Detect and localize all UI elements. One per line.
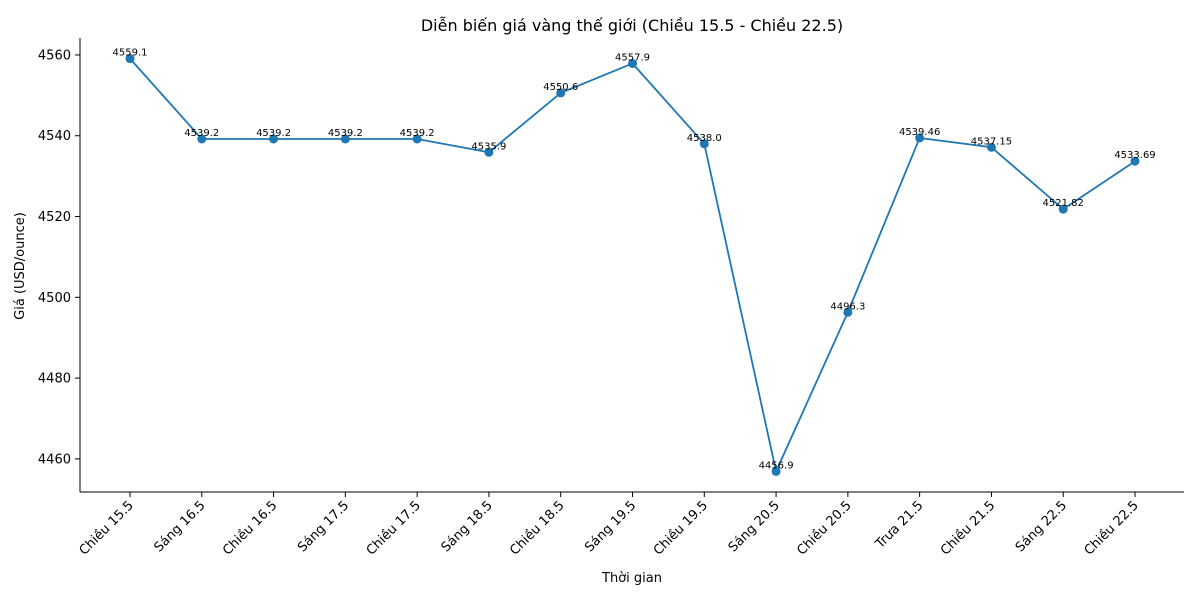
data-label: 4533.69 xyxy=(1114,150,1155,161)
x-tick-label: Sáng 22.5 xyxy=(1013,498,1070,555)
data-point xyxy=(699,139,709,149)
data-label: 4521.82 xyxy=(1043,198,1084,209)
data-label: 4539.2 xyxy=(256,128,291,139)
x-tick-label: Chiều 21.5 xyxy=(938,498,998,558)
x-ticks: Chiều 15.5 Sáng 16.5 Chiều 16.5 Sáng 17.5 Ch… xyxy=(77,492,1142,559)
x-tick-label: Sáng 16.5 xyxy=(151,498,208,555)
data-point xyxy=(340,134,350,144)
x-tick-label: Sáng 17.5 xyxy=(295,498,352,555)
data-label: 4539.2 xyxy=(328,128,363,139)
y-tick-label: 4540 xyxy=(38,129,71,144)
x-tick-label: Chiều 16.5 xyxy=(220,498,280,558)
data-label: 4538.0 xyxy=(687,133,722,144)
data-label: 4537.15 xyxy=(971,136,1012,147)
data-label: 4539.46 xyxy=(899,127,940,138)
data-point xyxy=(915,133,925,143)
x-tick-label: Chiều 15.5 xyxy=(77,498,137,558)
data-label: 4496.3 xyxy=(830,301,865,312)
data-point xyxy=(628,58,637,68)
axes xyxy=(79,38,1184,493)
x-tick-label: Sáng 18.5 xyxy=(439,498,496,555)
data-point xyxy=(1130,156,1140,166)
x-tick-label: Chiều 20.5 xyxy=(794,498,854,558)
x-tick-label: Sáng 19.5 xyxy=(582,498,639,555)
y-ticks: 4460 4480 4500 4520 4540 4560 xyxy=(38,48,80,467)
x-tick-label: Chiều 17.5 xyxy=(364,498,424,558)
data-point xyxy=(412,134,422,144)
x-tick-label: Chiều 18.5 xyxy=(507,498,567,558)
data-point xyxy=(484,147,494,157)
data-label: 4559.1 xyxy=(113,48,148,59)
y-tick-label: 4500 xyxy=(38,291,71,306)
data-label: 4539.2 xyxy=(184,128,219,139)
data-point xyxy=(197,134,207,144)
data-point xyxy=(269,134,279,144)
x-axis-label: Thời gian xyxy=(601,571,662,586)
chart-title: Diễn biến giá vàng thế giới (Chiều 15.5 … xyxy=(421,16,843,35)
data-point xyxy=(986,142,996,152)
data-point xyxy=(771,466,781,476)
data-label: 4539.2 xyxy=(400,128,435,139)
x-tick-label: Trưa 21.5 xyxy=(872,498,926,552)
data-point xyxy=(125,54,135,64)
series-line xyxy=(129,58,1136,475)
data-label: 4535.9 xyxy=(471,141,506,152)
y-tick-label: 4460 xyxy=(38,452,71,467)
data-label: 4550.6 xyxy=(543,82,578,93)
data-label: 4456.9 xyxy=(759,460,794,471)
data-label: 4557.9 xyxy=(615,52,650,63)
data-labels: 4559.1 4539.2 4539.2 4539.2 4539.2 4535.9 4550… xyxy=(113,48,1156,472)
y-tick-label: 4560 xyxy=(38,48,71,63)
y-axis-label: Giá (USD/ounce) xyxy=(13,212,28,320)
data-point xyxy=(843,307,853,317)
x-tick-label: Sáng 20.5 xyxy=(726,498,783,555)
x-tick-label: Chiều 22.5 xyxy=(1082,498,1142,558)
y-tick-label: 4520 xyxy=(38,210,71,225)
x-tick-label: Chiều 19.5 xyxy=(651,498,711,558)
data-point xyxy=(556,88,566,98)
data-point xyxy=(1058,204,1068,214)
series xyxy=(125,54,1140,476)
y-tick-label: 4480 xyxy=(38,372,71,387)
